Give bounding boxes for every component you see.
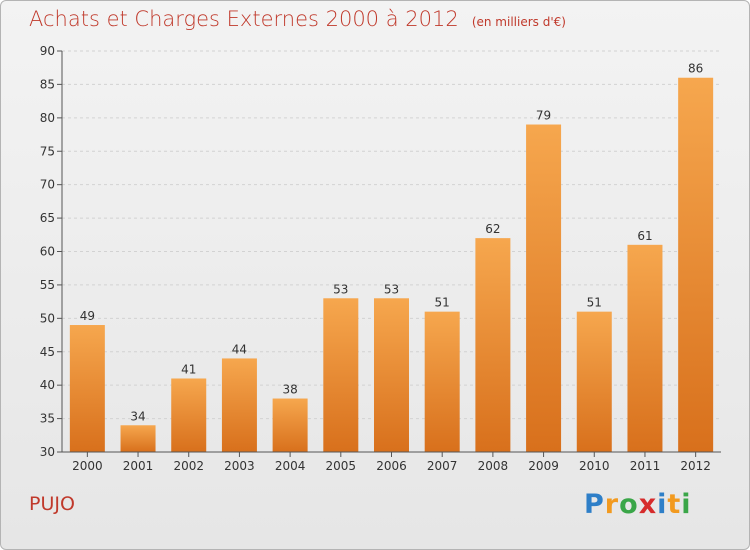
y-tick-label: 35 [40, 412, 55, 426]
bar-value-label: 49 [80, 309, 95, 323]
bar [678, 77, 714, 452]
y-tick-label: 75 [40, 144, 55, 158]
x-tick-label: 2009 [528, 459, 559, 473]
logo-letter: x [638, 489, 658, 520]
y-tick-label: 60 [40, 245, 55, 259]
x-tick-label: 2011 [630, 459, 661, 473]
bar [627, 244, 663, 452]
chart-title: Achats et Charges Externes 2000 à 2012 (… [29, 7, 566, 31]
logo-letter: o [619, 489, 639, 520]
x-tick-label: 2008 [478, 459, 509, 473]
bar [171, 378, 207, 452]
logo-letter: i [657, 489, 668, 520]
bar-value-label: 41 [181, 362, 196, 376]
bar-value-label: 62 [485, 222, 500, 236]
bar [323, 298, 359, 452]
bar-value-label: 53 [384, 282, 399, 296]
bar [475, 238, 511, 452]
chart-title-main: Achats et Charges Externes 2000 à 2012 [29, 7, 459, 31]
logo-letter: r [604, 489, 620, 520]
logo-letter: t [667, 489, 682, 520]
y-tick-label: 65 [40, 211, 55, 225]
bar [374, 298, 409, 452]
x-tick-label: 2010 [579, 459, 610, 473]
bar-value-label: 44 [232, 342, 247, 356]
proxiti-logo: Proxiti [584, 489, 692, 520]
logo-letter: P [584, 489, 605, 520]
x-tick-label: 2006 [376, 459, 407, 473]
x-tick-label: 2012 [680, 459, 711, 473]
bar [424, 311, 460, 452]
y-tick-label: 45 [40, 345, 55, 359]
x-tick-label: 2007 [427, 459, 458, 473]
bar [120, 425, 156, 452]
logo-letter: i [681, 489, 692, 520]
y-tick-label: 50 [40, 311, 55, 325]
x-tick-label: 2004 [275, 459, 306, 473]
y-tick-label: 90 [40, 44, 55, 58]
x-tick-label: 2001 [123, 459, 154, 473]
y-tick-label: 55 [40, 278, 55, 292]
bar-value-label: 51 [587, 296, 602, 310]
bar-value-label: 79 [536, 109, 551, 123]
bar-value-label: 53 [333, 282, 348, 296]
bar [272, 398, 308, 452]
x-tick-label: 2005 [326, 459, 357, 473]
y-tick-label: 85 [40, 77, 55, 91]
chart-title-unit: (en milliers d'€) [471, 15, 566, 29]
x-tick-label: 2002 [173, 459, 204, 473]
bar-value-label: 86 [688, 62, 703, 76]
bar-value-label: 51 [435, 296, 450, 310]
y-tick-label: 40 [40, 378, 55, 392]
bar-value-label: 61 [637, 229, 652, 243]
bar [576, 311, 612, 452]
bar [69, 325, 105, 452]
y-tick-label: 70 [40, 178, 55, 192]
x-tick-label: 2003 [224, 459, 255, 473]
x-tick-label: 2000 [72, 459, 103, 473]
commune-name: PUJO [29, 493, 75, 515]
bar [221, 358, 257, 452]
bar [526, 124, 562, 453]
y-tick-label: 80 [40, 111, 55, 125]
bar-value-label: 38 [282, 383, 297, 397]
bar-value-label: 34 [130, 409, 145, 423]
y-tick-label: 30 [40, 445, 55, 459]
